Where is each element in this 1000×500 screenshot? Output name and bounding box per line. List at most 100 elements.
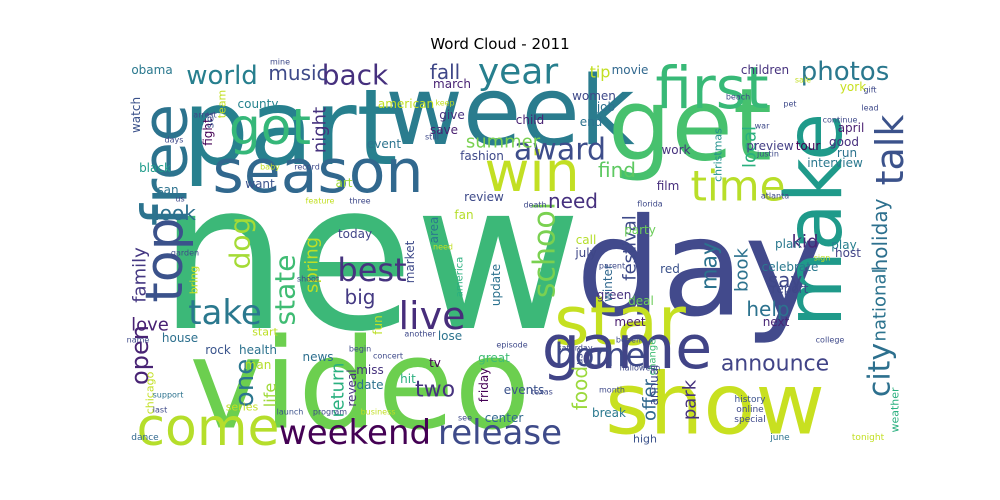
word-dog: dog <box>224 217 257 270</box>
word-party: party <box>624 223 656 237</box>
word-festival: festival <box>620 215 641 281</box>
word-back: back <box>322 59 389 92</box>
word-keep: keep <box>435 99 454 108</box>
word-rock: rock <box>205 343 231 357</box>
word-art: art <box>336 176 353 190</box>
word-justin: justin <box>756 150 779 159</box>
word-july: july <box>574 246 596 260</box>
word-want: want <box>245 177 275 191</box>
word-program: program <box>313 408 347 417</box>
word-date: date <box>356 378 383 392</box>
word-bring: bring <box>188 266 201 295</box>
word-family: family <box>130 247 151 303</box>
word-winter: winter <box>601 264 615 302</box>
word-summer: summer <box>466 132 541 153</box>
word-part: part <box>182 67 397 189</box>
word-new: new <box>158 139 582 377</box>
word-celebrate: celebrate <box>762 260 819 274</box>
word-offer: offer <box>640 378 661 420</box>
word-start: start <box>252 326 278 339</box>
word-big: big <box>345 285 376 309</box>
word-give: give <box>439 108 464 122</box>
word-day: day <box>576 190 824 347</box>
word-top: top <box>135 217 195 302</box>
word-home: home <box>555 336 646 374</box>
word-city: city <box>863 343 898 397</box>
word-tv: tv <box>429 356 441 370</box>
word-green: green <box>597 288 632 302</box>
word-break: break <box>592 406 626 420</box>
word-state: state <box>269 255 302 326</box>
word-chicago: chicago <box>144 371 157 414</box>
word-war: war <box>755 122 770 131</box>
word-kid: kid <box>792 232 819 253</box>
chart-title: Word Cloud - 2011 <box>430 35 570 53</box>
word-red: red <box>660 262 680 276</box>
word-look: look <box>154 201 196 225</box>
word-holiday: holiday <box>868 198 892 271</box>
word-use: use <box>575 347 586 365</box>
word-fun: fun <box>371 315 385 334</box>
word-life: life <box>261 383 280 407</box>
word-texas: texas <box>531 388 553 397</box>
word-end: end <box>580 115 603 129</box>
word-man: man <box>245 358 272 372</box>
word-lead: lead <box>861 104 878 113</box>
word-fashion: fashion <box>460 149 504 163</box>
word-event: event <box>367 137 401 151</box>
word-night: night <box>310 107 331 153</box>
word-month: month <box>599 386 625 395</box>
word-plan: plan <box>775 237 801 251</box>
word-work: work <box>661 143 690 157</box>
word-lose: lose <box>438 329 462 343</box>
word-business: business <box>361 408 396 417</box>
word-spring: spring <box>302 237 323 293</box>
word-make: make <box>770 113 860 327</box>
word-world: world <box>186 61 258 91</box>
word-two: two <box>415 378 455 403</box>
word-shoot: shoot <box>297 275 319 284</box>
word-continue: continue <box>823 116 858 125</box>
word-talk: talk <box>868 115 912 186</box>
word-sign: sign <box>814 254 831 263</box>
word-american: american <box>378 97 434 111</box>
word-photos: photos <box>801 57 890 87</box>
word-online: online <box>736 405 764 415</box>
word-set: set <box>204 111 217 128</box>
word-next: next <box>763 315 790 329</box>
word-support: support <box>153 391 184 400</box>
word-run: run <box>837 146 857 160</box>
word-health: health <box>239 343 277 357</box>
word-got: got <box>229 98 311 156</box>
word-name: name <box>127 336 150 345</box>
word-come: come <box>136 398 279 458</box>
word-food: food <box>568 366 592 410</box>
word-halloween: halloween <box>620 364 661 373</box>
word-call: call <box>576 233 597 247</box>
word-friday: friday <box>477 368 491 403</box>
word-free: free <box>129 104 202 226</box>
word-find: find <box>598 158 636 182</box>
word-video: video <box>189 313 530 458</box>
word-change: change <box>648 339 659 376</box>
word-march: march <box>433 77 471 91</box>
word-film: film <box>657 179 680 193</box>
word-fan: fan <box>454 208 473 222</box>
word-music: music <box>268 61 327 85</box>
word-launch: launch <box>277 408 304 417</box>
word-death: death <box>523 201 546 210</box>
word-christmas: christmas <box>712 128 725 182</box>
word-tip: tip <box>590 63 611 82</box>
word-game: game <box>542 313 712 383</box>
word-still: still <box>425 133 439 142</box>
word-annual: annual <box>647 365 661 406</box>
word-fall: fall <box>430 60 460 84</box>
word-beach: beach <box>726 93 750 102</box>
word-great: great <box>478 351 510 365</box>
word-center: center <box>485 411 524 425</box>
word-county: county <box>238 97 279 111</box>
word-season: season <box>213 137 424 207</box>
word-show: show <box>605 356 825 455</box>
word-local: local <box>740 126 761 168</box>
